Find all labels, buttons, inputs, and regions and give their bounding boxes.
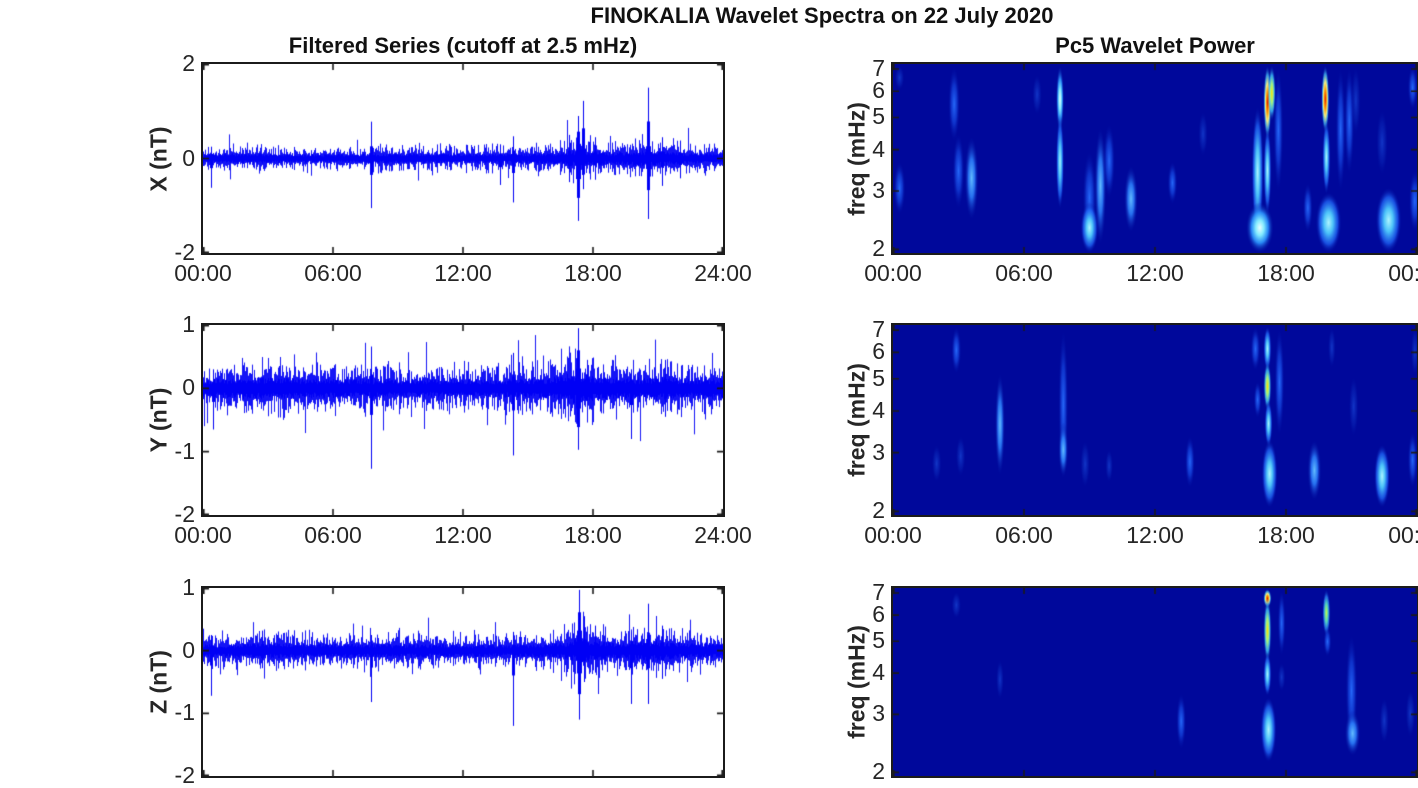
y-tick-label: 4 bbox=[872, 135, 885, 162]
x-tick-label: 12:00 bbox=[434, 260, 492, 286]
axes-box bbox=[201, 62, 725, 255]
x-tick-label: 06:00 bbox=[995, 260, 1053, 286]
z-timeseries-plot bbox=[203, 588, 723, 776]
y-tick-label: -2 bbox=[174, 501, 195, 528]
axes-box bbox=[891, 586, 1418, 778]
x-tick-label: 00:00 bbox=[174, 522, 232, 548]
y-timeseries-plot bbox=[203, 325, 723, 515]
axes-box bbox=[201, 323, 725, 517]
y-axis-label-freq-mhz: freq (mHz) bbox=[843, 101, 870, 216]
figure-title: FINOKALIA Wavelet Spectra on 22 July 202… bbox=[590, 3, 1054, 28]
axes-box bbox=[891, 323, 1418, 517]
y-axis-label-y-nt: Y (nT) bbox=[145, 387, 172, 453]
y-tick-label: 1 bbox=[182, 311, 195, 338]
y-tick-label: -1 bbox=[174, 699, 195, 726]
y-tick-label: 3 bbox=[872, 700, 885, 727]
subplot-y-wavelet-power: freq (mHz) 00:0006:0012:0018:0000:002345… bbox=[844, 318, 1418, 547]
y-axis-label-freq-mhz: freq (mHz) bbox=[843, 625, 870, 739]
y-tick-label: 4 bbox=[872, 397, 885, 424]
y-tick-label: 2 bbox=[872, 235, 885, 262]
axes-box bbox=[201, 586, 725, 778]
x-tick-label: 00:00 bbox=[864, 260, 922, 286]
y-tick-label: 6 bbox=[872, 601, 885, 628]
y-tick-label: 7 bbox=[872, 579, 885, 606]
y-tick-label: 6 bbox=[872, 338, 885, 365]
x-tick-label: 00:00 bbox=[1388, 260, 1418, 286]
y-tick-label: 7 bbox=[872, 55, 885, 82]
y-tick-label: 4 bbox=[872, 659, 885, 686]
x-timeseries-plot bbox=[203, 64, 723, 253]
x-tick-label: 12:00 bbox=[434, 522, 492, 548]
y-tick-label: 6 bbox=[872, 77, 885, 104]
y-tick-label: 2 bbox=[182, 50, 195, 77]
x-tick-label: 12:00 bbox=[1126, 260, 1184, 286]
subplot-z-timeseries: Z (nT) -2 -1 0 1 bbox=[146, 576, 725, 787]
y-tick-label: -1 bbox=[174, 437, 195, 464]
y-tick-label: 5 bbox=[872, 103, 885, 130]
x-tick-label: 18:00 bbox=[1257, 522, 1315, 548]
y-tick-label: -2 bbox=[174, 762, 195, 788]
subplot-x-timeseries: Filtered Series (cutoff at 2.5 mHz) X (n… bbox=[146, 33, 752, 285]
subplot-y-timeseries: Y (nT) 00:00 06:00 12:00 18:00 24:00 -2 -1 0 1 bbox=[146, 313, 752, 547]
z-wavelet-spectrogram bbox=[893, 588, 1417, 776]
y-axis-label-x-nt: X (nT) bbox=[145, 125, 172, 192]
y-tick-label: -2 bbox=[174, 239, 195, 266]
x-tick-label: 24:00 bbox=[694, 522, 752, 548]
y-tick-label: 5 bbox=[872, 364, 885, 391]
y-axis-label-z-nt: Z (nT) bbox=[145, 650, 172, 714]
x-tick-label: 06:00 bbox=[995, 522, 1053, 548]
x-tick-label: 00:00 bbox=[1388, 522, 1418, 548]
subplot-title-filtered-series: Filtered Series (cutoff at 2.5 mHz) bbox=[288, 33, 638, 58]
y-tick-label: 0 bbox=[182, 374, 195, 401]
y-tick-label: 1 bbox=[182, 574, 195, 601]
subplot-x-wavelet-power: Pc5 Wavelet Power freq (mHz) 00:00 06:00 1… bbox=[844, 33, 1418, 285]
x-tick-label: 18:00 bbox=[564, 260, 622, 286]
x-tick-label: 06:00 bbox=[304, 260, 362, 286]
y-tick-label: 3 bbox=[872, 438, 885, 465]
y-tick-label: 3 bbox=[872, 177, 885, 204]
x-tick-label: 24:00 bbox=[694, 260, 752, 286]
y-tick-label: 2 bbox=[872, 497, 885, 524]
y-tick-label: 0 bbox=[182, 144, 195, 171]
x-tick-label: 00:00 bbox=[174, 260, 232, 286]
y-tick-label: 7 bbox=[872, 316, 885, 343]
axes-box bbox=[891, 62, 1418, 255]
x-tick-label: 18:00 bbox=[564, 522, 622, 548]
x-tick-label: 06:00 bbox=[304, 522, 362, 548]
x-tick-label: 00:00 bbox=[864, 522, 922, 548]
y-tick-label: 2 bbox=[872, 758, 885, 785]
y-wavelet-spectrogram bbox=[893, 325, 1417, 515]
x-wavelet-spectrogram bbox=[893, 64, 1417, 253]
x-tick-label: 18:00 bbox=[1257, 260, 1315, 286]
y-tick-label: 0 bbox=[182, 636, 195, 663]
y-tick-label: 5 bbox=[872, 627, 885, 654]
y-axis-label-freq-mhz: freq (mHz) bbox=[843, 363, 870, 477]
subplot-title-pc5-wavelet-power: Pc5 Wavelet Power bbox=[1055, 33, 1255, 58]
x-tick-label: 12:00 bbox=[1126, 522, 1184, 548]
